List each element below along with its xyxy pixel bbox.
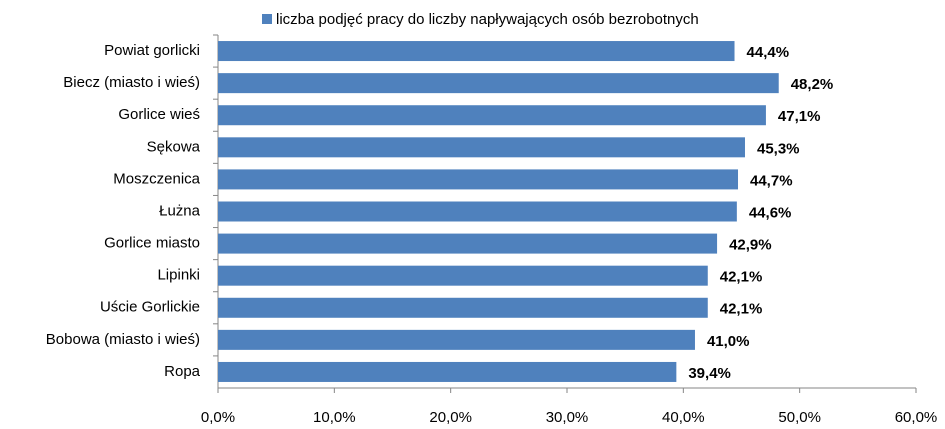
y-tick-label: Gorlice wieś	[118, 106, 200, 123]
bar	[218, 105, 766, 126]
y-tick-label: Lipinki	[157, 267, 200, 284]
y-tick-label: Biecz (miasto i wieś)	[63, 74, 200, 91]
y-tick-label: Powiat gorlicki	[104, 42, 200, 59]
bar	[218, 233, 718, 254]
value-label: 42,9%	[729, 237, 772, 254]
x-tick-label: 30,0%	[546, 409, 589, 426]
y-tick-label: Ropa	[164, 363, 201, 380]
bar	[218, 137, 745, 158]
y-tick-label: Gorlice miasto	[104, 235, 200, 252]
x-tick-label: 0,0%	[201, 409, 235, 426]
legend-swatch	[262, 14, 272, 24]
bar	[218, 361, 677, 382]
y-tick-label: Uście Gorlickie	[100, 299, 200, 316]
value-label: 44,7%	[750, 172, 793, 189]
value-label: 39,4%	[688, 365, 731, 382]
bar	[218, 169, 739, 190]
bar	[218, 265, 708, 286]
x-tick-label: 20,0%	[429, 409, 472, 426]
bar	[218, 297, 708, 318]
x-tick-label: 50,0%	[778, 409, 821, 426]
y-tick-label: Bobowa (miasto i wieś)	[46, 331, 200, 348]
bar	[218, 73, 779, 94]
bar	[218, 329, 695, 350]
x-tick-label: 40,0%	[662, 409, 705, 426]
x-tick-label: 60,0%	[895, 409, 938, 426]
y-tick-label: Łużna	[159, 202, 201, 219]
y-tick-label: Moszczenica	[113, 170, 200, 187]
value-label: 44,6%	[749, 204, 792, 221]
value-label: 42,1%	[720, 269, 763, 286]
value-label: 48,2%	[791, 76, 834, 93]
value-label: 41,0%	[707, 333, 750, 350]
value-label: 42,1%	[720, 301, 763, 318]
bar	[218, 201, 737, 222]
legend-label: liczba podjęć pracy do liczby napływając…	[276, 11, 699, 28]
value-label: 45,3%	[757, 140, 800, 157]
value-label: 44,4%	[747, 44, 790, 61]
x-tick-label: 10,0%	[313, 409, 356, 426]
bar	[218, 41, 735, 62]
y-tick-label: Sękowa	[147, 138, 201, 155]
value-label: 47,1%	[778, 108, 821, 125]
